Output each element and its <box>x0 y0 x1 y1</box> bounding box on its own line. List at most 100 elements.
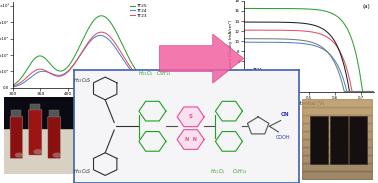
TT23 <box>101 31 105 33</box>
TT24 <box>341 79 346 81</box>
TT25 <box>296 8 301 10</box>
TT25 <box>341 22 346 24</box>
Ellipse shape <box>53 153 61 158</box>
TT24 <box>296 42 301 44</box>
Text: $C_5H_{11}$: $C_5H_{11}$ <box>156 69 171 78</box>
TT25 <box>126 56 130 58</box>
TT24 <box>11 86 15 88</box>
Text: N  N: N N <box>185 137 197 142</box>
TT23 <box>287 29 291 31</box>
Z907 <box>287 21 291 23</box>
TT23 <box>11 85 15 87</box>
Legend: TT25, TT24, TT23: TT25, TT24, TT23 <box>130 4 147 18</box>
TT24 <box>80 51 84 53</box>
TT23 <box>328 39 333 41</box>
D5 <box>328 55 333 57</box>
TT23 <box>163 86 168 89</box>
Line: TT25: TT25 <box>13 16 166 87</box>
Bar <box>30 104 40 111</box>
Text: COOH: COOH <box>276 135 290 140</box>
Ellipse shape <box>33 149 43 154</box>
TT24 <box>242 41 246 43</box>
Z907 <box>296 22 301 24</box>
TT25 <box>113 29 118 31</box>
Z907 <box>328 35 333 37</box>
FancyBboxPatch shape <box>48 116 60 158</box>
Text: (a): (a) <box>363 4 370 9</box>
FancyBboxPatch shape <box>349 116 367 164</box>
TT23 <box>80 51 84 53</box>
TT23 <box>126 63 130 65</box>
D5 <box>287 38 291 40</box>
Line: TT23: TT23 <box>13 32 166 87</box>
Text: S: S <box>189 114 193 119</box>
TT23 <box>296 30 301 32</box>
Text: $H_{11}C_5$: $H_{11}C_5$ <box>210 168 225 176</box>
TT23 <box>38 68 42 70</box>
Line: Z907: Z907 <box>244 22 378 92</box>
D5 <box>342 90 347 93</box>
TT24 <box>342 81 347 83</box>
Text: $H_{13}C_6S$: $H_{13}C_6S$ <box>73 76 92 85</box>
Z907 <box>341 63 346 65</box>
TT24 <box>287 42 291 44</box>
TT24 <box>163 86 168 89</box>
Line: TT23: TT23 <box>244 30 378 92</box>
Text: CN: CN <box>281 112 290 117</box>
TT24 <box>98 34 102 37</box>
FancyBboxPatch shape <box>10 116 23 158</box>
TT25 <box>258 7 263 10</box>
FancyBboxPatch shape <box>330 116 348 164</box>
TT24 <box>113 46 118 48</box>
Line: TT24: TT24 <box>244 42 378 92</box>
TT23 <box>242 29 246 31</box>
Z907 <box>258 21 263 23</box>
TT24 <box>126 66 130 68</box>
Ellipse shape <box>15 153 24 158</box>
FancyBboxPatch shape <box>4 128 74 174</box>
TT23 <box>341 58 346 61</box>
TT25 <box>328 12 333 14</box>
TT25 <box>360 90 365 93</box>
TT24 <box>328 54 333 56</box>
D5 <box>258 38 263 40</box>
TT25 <box>99 15 104 17</box>
TT25 <box>287 8 291 10</box>
TT25 <box>101 15 105 17</box>
TT23 <box>113 42 118 44</box>
Bar <box>49 111 59 117</box>
TT23 <box>99 31 104 33</box>
TT23 <box>350 90 355 93</box>
D5 <box>296 39 301 41</box>
X-axis label: Potential (V): Potential (V) <box>294 101 324 106</box>
TT24 <box>345 90 349 93</box>
Text: $H_{11}C_5$: $H_{11}C_5$ <box>138 69 153 78</box>
Polygon shape <box>177 107 204 127</box>
Polygon shape <box>160 34 244 83</box>
FancyBboxPatch shape <box>310 116 328 164</box>
TT23 <box>50 73 55 76</box>
Legend: TT25, TT24, TT23, Z907, D5: TT25, TT24, TT23, Z907, D5 <box>246 68 263 89</box>
Line: TT24: TT24 <box>13 36 166 87</box>
FancyBboxPatch shape <box>29 110 42 155</box>
TT25 <box>163 86 168 88</box>
TT24 <box>258 41 263 43</box>
TT25 <box>50 65 55 67</box>
Polygon shape <box>177 130 204 149</box>
Z907 <box>242 21 246 23</box>
TT25 <box>80 40 84 42</box>
Text: $H_{13}C_6S$: $H_{13}C_6S$ <box>73 167 92 176</box>
X-axis label: Wavelength: Wavelength <box>67 97 96 102</box>
TT24 <box>101 35 105 37</box>
TT25 <box>242 7 246 10</box>
D5 <box>242 38 246 40</box>
Line: TT25: TT25 <box>244 8 378 92</box>
D5 <box>341 88 346 90</box>
TT25 <box>11 84 15 86</box>
Bar <box>11 111 21 117</box>
Text: $C_5H_{11}$: $C_5H_{11}$ <box>232 168 248 176</box>
D5 <box>342 90 347 93</box>
Z907 <box>347 90 352 93</box>
Line: D5: D5 <box>244 39 378 92</box>
TT23 <box>342 60 347 62</box>
